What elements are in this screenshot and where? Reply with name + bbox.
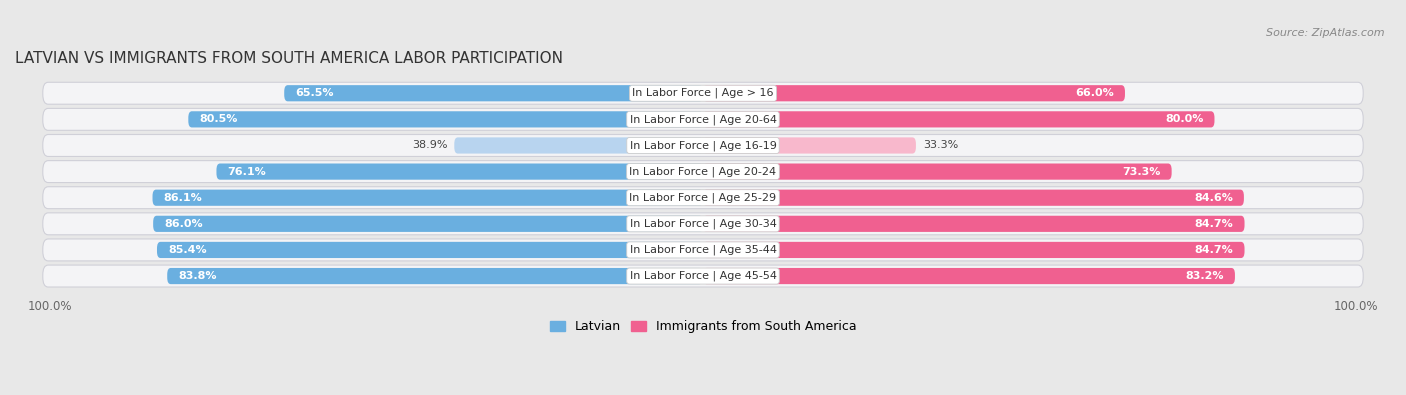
FancyBboxPatch shape bbox=[703, 164, 1171, 180]
Text: In Labor Force | Age 20-64: In Labor Force | Age 20-64 bbox=[630, 114, 776, 124]
Text: In Labor Force | Age 16-19: In Labor Force | Age 16-19 bbox=[630, 140, 776, 151]
FancyBboxPatch shape bbox=[157, 242, 703, 258]
Text: 83.8%: 83.8% bbox=[179, 271, 217, 281]
Text: In Labor Force | Age 25-29: In Labor Force | Age 25-29 bbox=[630, 192, 776, 203]
FancyBboxPatch shape bbox=[284, 85, 703, 102]
FancyBboxPatch shape bbox=[152, 190, 703, 206]
Legend: Latvian, Immigrants from South America: Latvian, Immigrants from South America bbox=[544, 315, 862, 338]
Text: 80.0%: 80.0% bbox=[1166, 115, 1204, 124]
Text: 85.4%: 85.4% bbox=[169, 245, 207, 255]
FancyBboxPatch shape bbox=[703, 216, 1244, 232]
FancyBboxPatch shape bbox=[42, 161, 1364, 182]
Text: 84.7%: 84.7% bbox=[1195, 245, 1233, 255]
Text: In Labor Force | Age 30-34: In Labor Force | Age 30-34 bbox=[630, 218, 776, 229]
Text: 73.3%: 73.3% bbox=[1122, 167, 1160, 177]
Text: Source: ZipAtlas.com: Source: ZipAtlas.com bbox=[1267, 28, 1385, 38]
FancyBboxPatch shape bbox=[703, 190, 1244, 206]
Text: 65.5%: 65.5% bbox=[295, 88, 333, 98]
FancyBboxPatch shape bbox=[703, 111, 1215, 128]
FancyBboxPatch shape bbox=[42, 108, 1364, 130]
FancyBboxPatch shape bbox=[153, 216, 703, 232]
Text: 84.7%: 84.7% bbox=[1195, 219, 1233, 229]
FancyBboxPatch shape bbox=[42, 239, 1364, 261]
Text: 66.0%: 66.0% bbox=[1076, 88, 1114, 98]
FancyBboxPatch shape bbox=[42, 213, 1364, 235]
FancyBboxPatch shape bbox=[217, 164, 703, 180]
Text: In Labor Force | Age 35-44: In Labor Force | Age 35-44 bbox=[630, 245, 776, 255]
Text: 83.2%: 83.2% bbox=[1185, 271, 1223, 281]
FancyBboxPatch shape bbox=[42, 135, 1364, 156]
FancyBboxPatch shape bbox=[454, 137, 703, 154]
Text: LATVIAN VS IMMIGRANTS FROM SOUTH AMERICA LABOR PARTICIPATION: LATVIAN VS IMMIGRANTS FROM SOUTH AMERICA… bbox=[15, 51, 562, 66]
Text: 84.6%: 84.6% bbox=[1194, 193, 1233, 203]
FancyBboxPatch shape bbox=[703, 268, 1234, 284]
FancyBboxPatch shape bbox=[42, 265, 1364, 287]
FancyBboxPatch shape bbox=[703, 85, 1125, 102]
FancyBboxPatch shape bbox=[42, 187, 1364, 209]
FancyBboxPatch shape bbox=[167, 268, 703, 284]
FancyBboxPatch shape bbox=[703, 242, 1244, 258]
Text: 80.5%: 80.5% bbox=[200, 115, 238, 124]
Text: In Labor Force | Age 20-24: In Labor Force | Age 20-24 bbox=[630, 166, 776, 177]
FancyBboxPatch shape bbox=[188, 111, 703, 128]
FancyBboxPatch shape bbox=[42, 82, 1364, 104]
Text: 86.0%: 86.0% bbox=[165, 219, 202, 229]
Text: In Labor Force | Age > 16: In Labor Force | Age > 16 bbox=[633, 88, 773, 98]
Text: 86.1%: 86.1% bbox=[163, 193, 202, 203]
Text: 38.9%: 38.9% bbox=[412, 141, 447, 150]
Text: 76.1%: 76.1% bbox=[228, 167, 266, 177]
Text: 33.3%: 33.3% bbox=[922, 141, 957, 150]
FancyBboxPatch shape bbox=[703, 137, 915, 154]
Text: In Labor Force | Age 45-54: In Labor Force | Age 45-54 bbox=[630, 271, 776, 281]
